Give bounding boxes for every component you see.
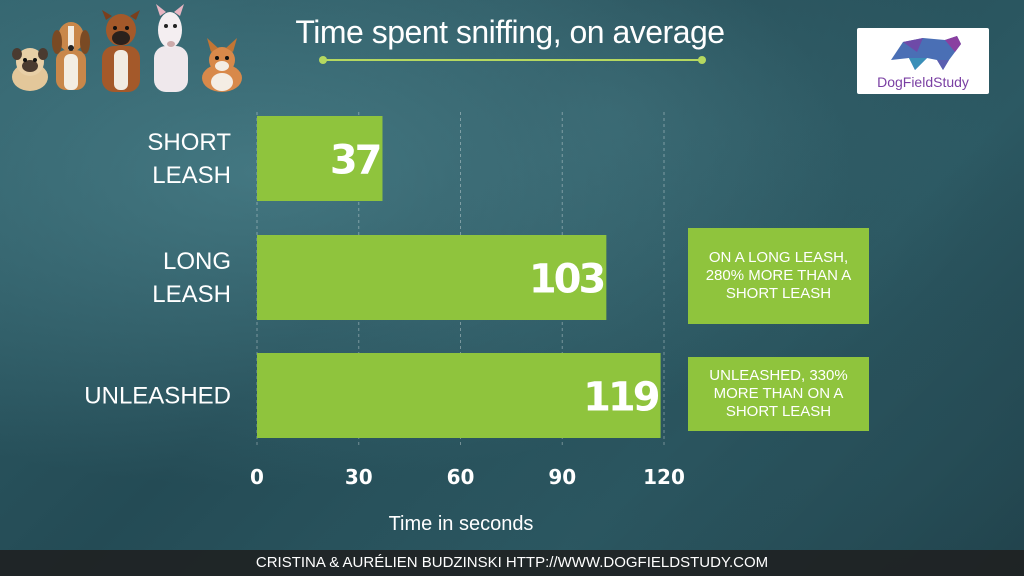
title-underline [322,59,702,61]
logo-text: DogFieldStudy [877,74,969,90]
x-axis-title: Time in seconds [389,513,534,535]
bull-terrier-icon [154,4,188,92]
bull-logo-icon [891,36,961,70]
underline-dot-right [698,56,706,64]
bar [257,116,383,201]
x-tick-label: 120 [643,465,685,489]
bar [257,353,661,438]
data-label: 119 [583,375,659,421]
x-tick-label: 90 [548,465,576,489]
bar [257,235,607,320]
callout-unleashed: UNLEASHED, 330% MORE THAN ON A SHORT LEA… [688,357,869,431]
callout-long-leash: ON A LONG LEASH, 280% MORE THAN A SHORT … [688,228,869,324]
corgi-icon [202,38,242,92]
x-tick-label: 60 [447,465,475,489]
dogs-illustration [12,4,242,92]
category-label: SHORT [147,129,231,156]
x-tick-label: 0 [250,465,264,489]
data-label: 37 [330,138,380,184]
pug-icon [12,48,48,91]
category-label: LEASH [152,162,231,189]
footer-credit: CRISTINA & AURÉLIEN BUDZINSKI HTTP://WWW… [0,550,1024,576]
underline-dot-left [319,56,327,64]
beagle-icon [52,22,90,90]
x-tick-label: 30 [345,465,373,489]
chart-title: Time spent sniffing, on average [295,14,725,50]
boxer-icon [102,10,140,92]
category-label: LONG [163,248,231,275]
category-label: LEASH [152,281,231,308]
logo: DogFieldStudy [857,28,989,94]
category-label: UNLEASHED [84,383,231,410]
data-label: 103 [529,257,604,303]
